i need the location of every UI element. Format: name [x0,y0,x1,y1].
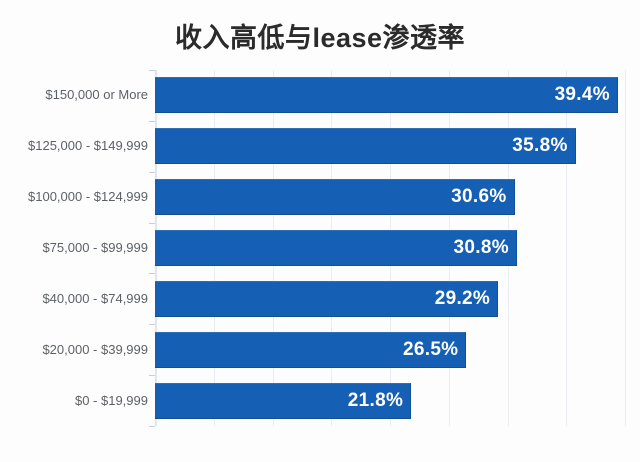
bar-value-label: 39.4% [554,84,610,106]
bars-container: 39.4% 35.8% 30.6% 30.8% 29.2% 26.5% 21.8% [155,70,625,426]
plot-area: 39.4% 35.8% 30.6% 30.8% 29.2% 26.5% 21.8% [149,70,626,427]
bar [155,179,515,216]
bar-row: 30.8% [155,230,625,266]
category-label: $20,000 - $39,999 [42,341,148,357]
bar [155,382,412,419]
category-label: $100,000 - $124,999 [28,189,148,205]
axis-tick [149,70,155,71]
axis-tick [149,324,155,326]
bar-value-label: 30.6% [451,186,507,208]
axis-tick [149,273,155,275]
bar-value-label: 29.2% [434,287,491,309]
category-label: $150,000 or More [45,87,148,103]
bar [155,280,499,317]
axis-tick [149,426,155,427]
gridline [625,70,626,426]
bar [155,230,517,266]
chart-title: 收入高低与lease渗透率 [174,23,466,53]
gridline [566,70,568,426]
bar [155,128,576,165]
bar-row: 39.4% [155,77,625,114]
category-label: $125,000 - $149,999 [28,138,148,154]
axis-tick [149,222,155,224]
bar-row: 21.8% [155,382,625,419]
bar-row: 26.5% [155,331,625,368]
bar-value-label: 35.8% [512,135,568,157]
category-label: $75,000 - $99,999 [42,240,148,255]
bar-value-label: 26.5% [403,338,459,360]
y-axis-category-labels: $150,000 or More $125,000 - $149,999 $100,… [0,70,148,426]
axis-tick [149,375,155,377]
bar-value-label: 30.8% [453,237,509,258]
category-label: $40,000 - $74,999 [42,290,148,306]
bar-row: 30.6% [155,179,625,216]
bar [155,77,618,114]
axis-tick [149,171,155,173]
bar-value-label: 21.8% [347,389,404,411]
bar-row: 35.8% [155,128,625,165]
axis-tick [149,120,155,122]
bar [155,331,467,368]
category-label: $0 - $19,999 [74,392,148,408]
bar-row: 29.2% [155,280,625,317]
